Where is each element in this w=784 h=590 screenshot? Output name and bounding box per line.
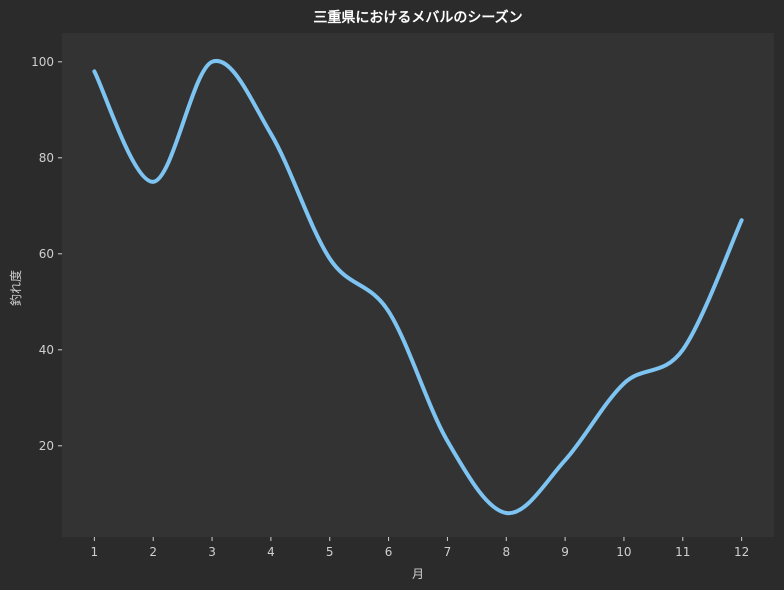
- x-tick-label: 12: [734, 545, 749, 559]
- x-tick-label: 4: [267, 545, 275, 559]
- y-tick-label: 40: [39, 343, 54, 357]
- y-tick-label: 100: [31, 55, 54, 69]
- y-axis: 20 40 60 80 100: [31, 55, 62, 453]
- series-line: [92, 58, 744, 516]
- x-axis: 1 2 3 4 5 6 7 8 9 10 11 12: [91, 537, 749, 559]
- x-tick-label: 8: [502, 545, 510, 559]
- x-tick-label: 11: [675, 545, 690, 559]
- x-tick-label: 5: [326, 545, 334, 559]
- x-axis-label: 月: [412, 567, 424, 581]
- x-tick-label: 10: [616, 545, 631, 559]
- x-tick-label: 9: [561, 545, 569, 559]
- y-tick-label: 60: [39, 247, 54, 261]
- plot-area: [62, 33, 774, 537]
- x-tick-label: 6: [385, 545, 393, 559]
- x-tick-label: 7: [444, 545, 452, 559]
- y-tick-label: 80: [39, 151, 54, 165]
- x-tick-label: 3: [208, 545, 216, 559]
- y-tick-label: 20: [39, 439, 54, 453]
- x-tick-label: 1: [91, 545, 99, 559]
- chart-title: 三重県におけるメバルのシーズン: [313, 9, 522, 26]
- x-tick-label: 2: [149, 545, 157, 559]
- y-axis-label: 釣れ度: [8, 270, 23, 306]
